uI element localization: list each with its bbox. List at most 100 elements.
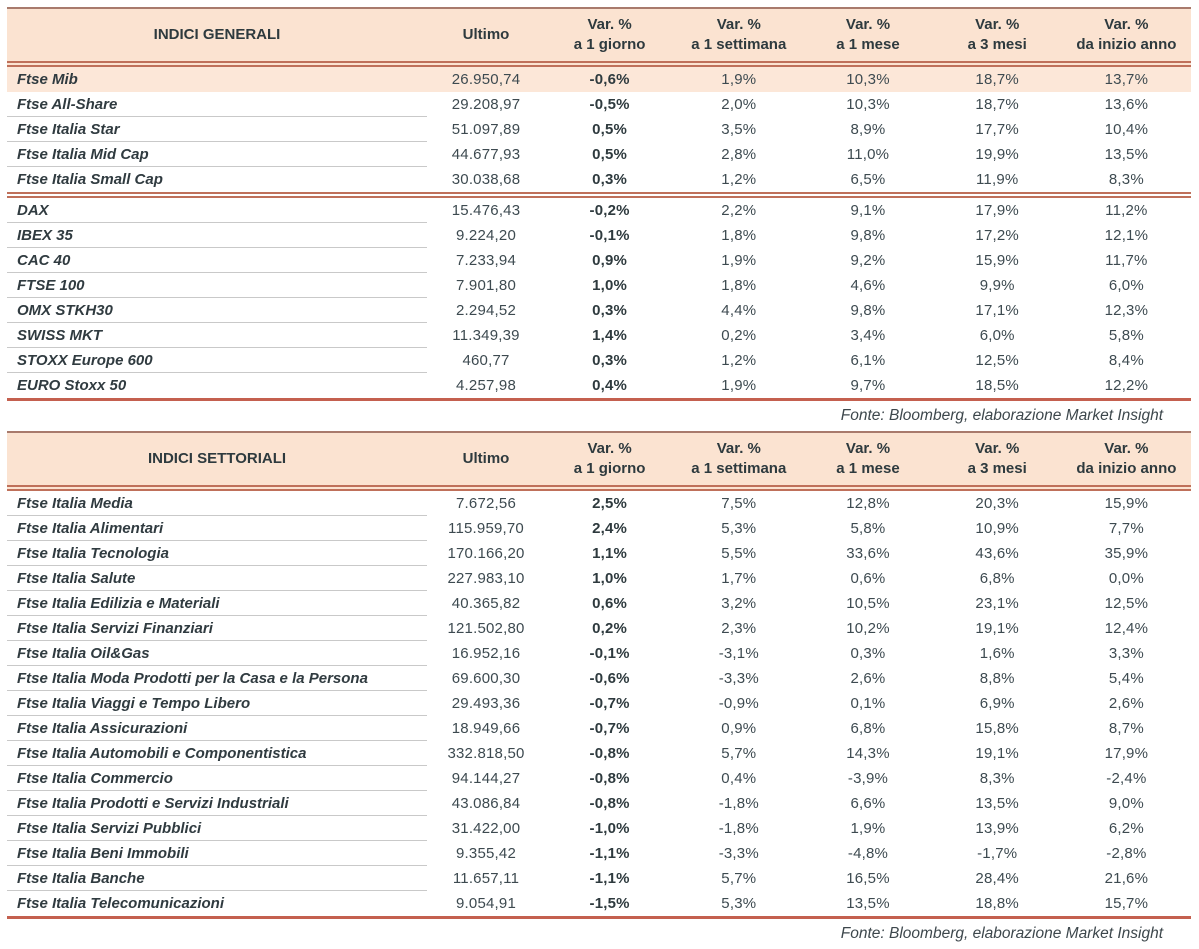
table-row: Ftse Italia Beni Immobili 9.355,42 -1,1%…: [7, 841, 1191, 866]
var-3m-cell: 17,1%: [975, 302, 1019, 319]
period-label: a 1 giorno: [573, 36, 646, 53]
table-row: Ftse Italia Assicurazioni 18.949,66 -0,7…: [7, 716, 1191, 741]
var-1w-cell: 2,0%: [721, 96, 757, 113]
ultimo-cell: 18.949,66: [451, 720, 521, 737]
var-1w-cell: 5,3%: [721, 520, 757, 537]
column-header-var-1m: Var. % a 1 mese: [803, 433, 932, 485]
var-1d-cell: -1,5%: [589, 895, 630, 912]
var-1w-cell: 2,3%: [721, 620, 757, 637]
period-label: a 1 giorno: [573, 460, 646, 477]
var-3m-cell: 19,9%: [975, 146, 1019, 163]
var-1m-cell: 6,1%: [850, 352, 886, 369]
var-1d-cell: -0,5%: [589, 96, 630, 113]
var-1m-cell: 6,6%: [850, 795, 886, 812]
var-1m-cell: 6,8%: [850, 720, 886, 737]
var-3m-cell: 18,7%: [975, 96, 1019, 113]
index-name-cell: Ftse Italia Media: [7, 491, 427, 516]
table-row: Ftse Italia Automobili e Componentistica…: [7, 741, 1191, 766]
var-1m-cell: 8,9%: [850, 121, 886, 138]
period-label: a 3 mesi: [967, 36, 1027, 53]
ultimo-cell: 26.950,74: [451, 71, 521, 88]
column-header-var-3m: Var. % a 3 mesi: [933, 433, 1062, 485]
var-1m-cell: 9,1%: [850, 202, 886, 219]
var-label: Var. %: [716, 440, 761, 457]
period-label: a 1 mese: [836, 36, 900, 53]
ultimo-cell: 7.901,80: [456, 277, 516, 294]
index-name-cell: Ftse Italia Assicurazioni: [7, 716, 427, 741]
var-ytd-cell: 10,4%: [1104, 121, 1149, 138]
var-1d-cell: 1,0%: [592, 277, 628, 294]
table-row: Ftse Italia Moda Prodotti per la Casa e …: [7, 666, 1191, 691]
var-1d-cell: -1,0%: [589, 820, 630, 837]
ultimo-cell: 94.144,27: [451, 770, 521, 787]
var-3m-cell: 13,9%: [975, 820, 1019, 837]
var-1m-cell: -3,9%: [847, 770, 889, 787]
var-1d-cell: 0,5%: [592, 121, 628, 138]
table-row: STOXX Europe 600 460,77 0,3% 1,2% 6,1% 1…: [7, 348, 1191, 373]
var-1d-cell: 2,5%: [592, 495, 628, 512]
var-3m-cell: 6,8%: [979, 570, 1015, 587]
var-1m-cell: 16,5%: [846, 870, 890, 887]
index-name-cell: OMX STKH30: [7, 298, 427, 323]
var-label: Var. %: [845, 440, 891, 457]
sector-table-body: Ftse Italia Media 7.672,56 2,5% 7,5% 12,…: [7, 491, 1191, 916]
var-ytd-cell: 15,7%: [1104, 895, 1149, 912]
general-table-body: Ftse Mib 26.950,74 -0,6% 1,9% 10,3% 18,7…: [7, 67, 1191, 398]
var-ytd-cell: 8,7%: [1108, 720, 1144, 737]
source-note: Fonte: Bloomberg, elaborazione Market In…: [840, 407, 1163, 424]
var-1w-cell: 0,4%: [721, 770, 757, 787]
var-1w-cell: 1,2%: [721, 352, 757, 369]
var-1w-cell: 1,9%: [721, 252, 757, 269]
table-row: Ftse Italia Alimentari 115.959,70 2,4% 5…: [7, 516, 1191, 541]
var-1d-cell: -1,1%: [589, 845, 630, 862]
table-row: Ftse Italia Oil&Gas 16.952,16 -0,1% -3,1…: [7, 641, 1191, 666]
var-1w-cell: 1,8%: [721, 277, 757, 294]
column-header-ultimo: Ultimo: [462, 450, 510, 467]
var-label: Var. %: [716, 16, 761, 33]
ultimo-cell: 9.355,42: [456, 845, 516, 862]
var-ytd-cell: 7,7%: [1108, 520, 1144, 537]
ultimo-cell: 15.476,43: [451, 202, 521, 219]
var-1d-cell: -0,6%: [589, 71, 630, 88]
column-header-var-3m: Var. % a 3 mesi: [933, 9, 1062, 61]
index-name-cell: CAC 40: [7, 248, 427, 273]
var-1d-cell: 0,3%: [592, 171, 628, 188]
var-ytd-cell: 13,5%: [1104, 146, 1149, 163]
var-1m-cell: 9,7%: [850, 377, 886, 394]
var-1d-cell: -0,6%: [589, 670, 630, 687]
var-1w-cell: 1,2%: [721, 171, 757, 188]
var-ytd-cell: 15,9%: [1104, 495, 1149, 512]
index-name-cell: Ftse Italia Commercio: [7, 766, 427, 791]
var-3m-cell: 10,9%: [975, 520, 1019, 537]
index-name-cell: SWISS MKT: [7, 323, 427, 348]
period-label: da inizio anno: [1076, 460, 1177, 477]
var-1w-cell: 4,4%: [721, 302, 757, 319]
var-1w-cell: 0,2%: [721, 327, 757, 344]
index-name-cell: Ftse Italia Salute: [7, 566, 427, 591]
table-row: IBEX 35 9.224,20 -0,1% 1,8% 9,8% 17,2% 1…: [7, 223, 1191, 248]
var-3m-cell: 17,7%: [975, 121, 1019, 138]
var-1d-cell: 0,5%: [592, 146, 628, 163]
var-ytd-cell: 13,6%: [1104, 96, 1149, 113]
var-3m-cell: -1,7%: [977, 845, 1018, 862]
var-3m-cell: 23,1%: [975, 595, 1019, 612]
general-table-header: INDICI GENERALI Ultimo Var. % a 1 giorno…: [7, 9, 1191, 67]
ultimo-cell: 9.224,20: [456, 227, 516, 244]
ultimo-cell: 69.600,30: [451, 670, 521, 687]
index-name-cell: FTSE 100: [7, 273, 427, 298]
var-3m-cell: 20,3%: [975, 495, 1019, 512]
ultimo-cell: 460,77: [462, 352, 510, 369]
index-name-cell: Ftse Italia Banche: [7, 866, 427, 891]
var-1m-cell: 10,3%: [846, 71, 890, 88]
column-header-var-ytd: Var. % da inizio anno: [1062, 9, 1191, 61]
var-ytd-cell: 6,2%: [1108, 820, 1144, 837]
var-3m-cell: 28,4%: [975, 870, 1019, 887]
table-row: CAC 40 7.233,94 0,9% 1,9% 9,2% 15,9% 11,…: [7, 248, 1191, 273]
var-3m-cell: 12,5%: [975, 352, 1019, 369]
index-name-cell: STOXX Europe 600: [7, 348, 427, 373]
table-row: Ftse Italia Edilizia e Materiali 40.365,…: [7, 591, 1191, 616]
var-1w-cell: -3,3%: [718, 670, 759, 687]
period-label: a 1 settimana: [691, 460, 787, 477]
var-ytd-cell: 12,4%: [1104, 620, 1149, 637]
